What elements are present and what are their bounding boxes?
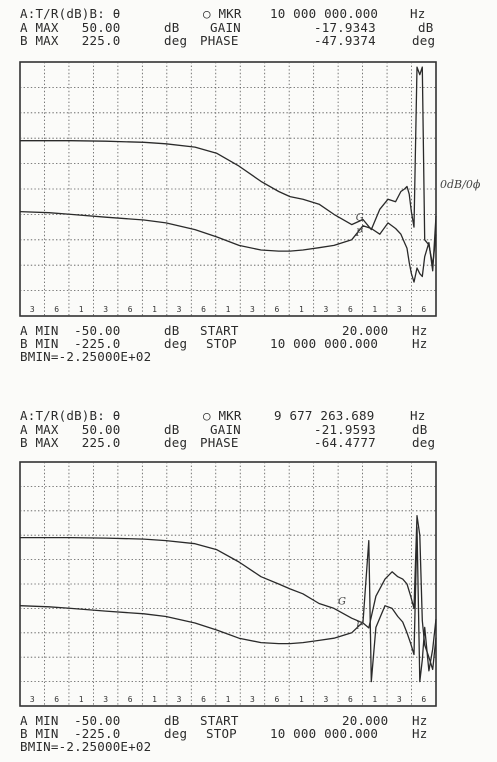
panel1-series-phase-label: P: [355, 228, 363, 239]
panel1-x-tick-label: 6: [54, 305, 59, 314]
panel2-x-tick-label: 1: [299, 695, 304, 704]
panel2-a-min-unit: dB: [164, 713, 180, 728]
panel2-bmin-readout: BMIN=-2.25000E+02: [20, 739, 152, 754]
panel1-stop-unit: Hz: [412, 336, 428, 351]
panel2-x-tick-label: 6: [128, 695, 133, 704]
panel2-b-min: B MIN -225.0: [20, 726, 121, 741]
panel1-x-tick-label: 3: [103, 305, 108, 314]
panel2-x-tick-label: 3: [177, 695, 182, 704]
panel1-header-line1-left: A:T/R(dB)B: θ: [20, 6, 121, 21]
panel1-x-tick-label: 1: [372, 305, 377, 314]
panel1-x-tick-label: 1: [79, 305, 84, 314]
panel2-marker-frequency-unit: Hz: [410, 408, 426, 423]
panel2-gain-label: GAIN: [210, 422, 241, 437]
panel2-x-tick-label: 1: [79, 695, 84, 704]
panel1-phase-value: -47.9374: [314, 33, 376, 48]
panel1-a-min-unit: dB: [164, 323, 180, 338]
panel2-marker-label: ○ MKR: [203, 408, 242, 423]
panel2-x-tick-label: 1: [152, 695, 157, 704]
panel1-marker-label: ○ MKR: [203, 6, 242, 21]
panel2-a-min: A MIN -50.00: [20, 713, 121, 728]
panel1-x-tick-label: 3: [30, 305, 35, 314]
panel1-x-tick-label: 6: [348, 305, 353, 314]
panel1-x-tick-label: 1: [152, 305, 157, 314]
panel1-gain-label: GAIN: [210, 20, 241, 35]
panel1-bmin-readout: BMIN=-2.25000E+02: [20, 349, 152, 364]
panel2-phase-unit: deg: [412, 435, 436, 450]
panel2-stop-value: 10 000 000.000: [270, 726, 379, 741]
panel2-header-line1-left: A:T/R(dB)B: θ: [20, 408, 121, 423]
panel2-series-phase-line: [19, 526, 437, 683]
panel1-series-phase-line: [19, 210, 437, 283]
panel2-x-tick-label: 3: [103, 695, 108, 704]
panel1-b-min-unit: deg: [164, 336, 188, 351]
panel1-b-min: B MIN -225.0: [20, 336, 121, 351]
panel1-series-gain-label: G: [356, 213, 364, 224]
panel1-x-tick-label: 6: [128, 305, 133, 314]
panel1-grid: [19, 61, 437, 317]
panel2-x-tick-label: 6: [54, 695, 59, 704]
panel1-start-label: START: [200, 323, 239, 338]
panel2-gain-unit: dB: [412, 422, 428, 437]
panel2-series-gain-label: G: [338, 596, 346, 607]
panel2-x-tick-label: 6: [275, 695, 280, 704]
panel2-x-tick-label: 3: [397, 695, 402, 704]
panel1-x-tick-label: 3: [177, 305, 182, 314]
panel1-stop-value: 10 000 000.000: [270, 336, 379, 351]
panel2-series-phase-label: P: [355, 621, 363, 632]
panel1-stop-label: STOP: [206, 336, 237, 351]
panel2-a-max: A MAX 50.00: [20, 422, 121, 437]
panel1-start-value: 20.000: [342, 323, 389, 338]
panel1-gain-unit: dB: [418, 20, 434, 35]
panel1-x-tick-label: 6: [421, 305, 426, 314]
panel2-x-tick-label: 3: [323, 695, 328, 704]
panel2-b-max: B MAX 225.0: [20, 435, 121, 450]
panel1-x-tick-label: 1: [299, 305, 304, 314]
panel2-start-unit: Hz: [412, 713, 428, 728]
panel2-phase-label: PHASE: [200, 435, 239, 450]
panel2-x-tick-label: 6: [201, 695, 206, 704]
panel2-series-gain-line: [20, 515, 437, 671]
panel1-x-tick-label: 1: [226, 305, 231, 314]
panel2-x-tick-label: 3: [30, 695, 35, 704]
panel1-series-gain-line: [20, 66, 437, 266]
panel1-x-tick-label: 3: [397, 305, 402, 314]
panel2-b-min-unit: deg: [164, 726, 188, 741]
panel1-a-max-unit: dB: [164, 20, 180, 35]
panel2-x-tick-label: 1: [372, 695, 377, 704]
panel1-gain-value: -17.9343: [314, 20, 376, 35]
panel2-gain-value: -21.9593: [314, 422, 376, 437]
panel2-start-value: 20.000: [342, 713, 389, 728]
panel1-a-max: A MAX 50.00: [20, 20, 121, 35]
panel1-b-max: B MAX 225.0: [20, 33, 121, 48]
panel1-phase-label: PHASE: [200, 33, 239, 48]
panel1-start-unit: Hz: [412, 323, 428, 338]
panel2-a-max-unit: dB: [164, 422, 180, 437]
panel2-grid: [19, 461, 437, 707]
panel1-b-max-unit: deg: [164, 33, 188, 48]
panel2-x-tick-label: 6: [348, 695, 353, 704]
panel1-handwritten-note: 0dB/0ϕ: [440, 178, 481, 191]
panel2-marker-frequency: 9 677 263.689: [274, 408, 375, 423]
panel2-start-label: START: [200, 713, 239, 728]
panel2-stop-unit: Hz: [412, 726, 428, 741]
panel1-x-tick-label: 3: [323, 305, 328, 314]
panel2-b-max-unit: deg: [164, 435, 188, 450]
panel1-phase-unit: deg: [412, 33, 436, 48]
panel2-phase-value: -64.4777: [314, 435, 376, 450]
panel1-x-tick-label: 6: [201, 305, 206, 314]
panel1-x-tick-label: 3: [250, 305, 255, 314]
panel2-x-tick-label: 6: [421, 695, 426, 704]
panel1-a-min: A MIN -50.00: [20, 323, 121, 338]
panel1-x-tick-label: 6: [275, 305, 280, 314]
panel2-x-tick-label: 1: [226, 695, 231, 704]
panel1-marker-frequency: 10 000 000.000: [270, 6, 379, 21]
panel1-marker-frequency-unit: Hz: [410, 6, 426, 21]
panel2-stop-label: STOP: [206, 726, 237, 741]
panel2-x-tick-label: 3: [250, 695, 255, 704]
